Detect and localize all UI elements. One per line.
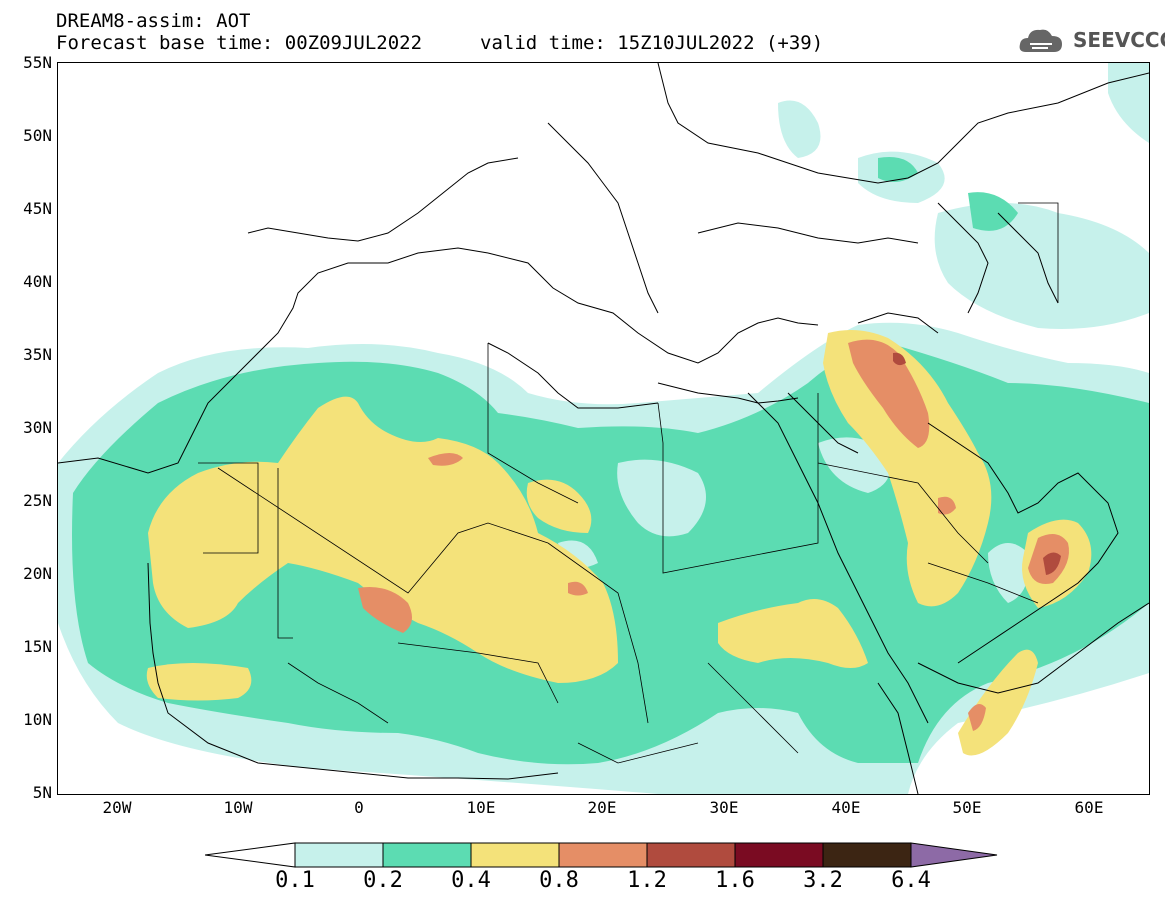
colorbar-label: 1.6 xyxy=(715,868,755,893)
lon-label: 30E xyxy=(709,798,739,817)
lat-label: 45N xyxy=(23,199,52,218)
lat-label: 15N xyxy=(23,637,52,656)
aot-level-1.2 xyxy=(893,352,1061,575)
lon-label: 40E xyxy=(831,798,861,817)
colorbar-swatch xyxy=(822,842,912,868)
colorbar-swatch xyxy=(470,842,560,868)
colorbar-label: 3.2 xyxy=(803,868,843,893)
colorbar-label: 0.2 xyxy=(363,868,403,893)
aot-level-0.4 xyxy=(146,329,1092,756)
lon-label: 60E xyxy=(1074,798,1104,817)
lon-label: 0 xyxy=(354,798,364,817)
forecast-base-time: Forecast base time: 00Z09JUL2022 xyxy=(56,32,423,54)
lat-label: 50N xyxy=(23,126,52,145)
seevccc-cloud-logo-icon xyxy=(1019,29,1062,52)
colorbar-high-arrow xyxy=(910,842,998,868)
lat-label: 55N xyxy=(23,53,52,72)
lat-label: 30N xyxy=(23,418,52,437)
coastlines xyxy=(58,63,1149,794)
logo-text: SEEVCCC xyxy=(1073,28,1165,52)
valid-time: valid time: 15Z10JUL2022 (+39) xyxy=(480,32,824,54)
colorbar-swatch xyxy=(646,842,736,868)
colorbar-label: 0.1 xyxy=(275,868,315,893)
lat-label: 35N xyxy=(23,345,52,364)
country-borders xyxy=(198,202,1059,764)
map-panel xyxy=(57,62,1150,795)
lon-label: 10E xyxy=(466,798,496,817)
lat-label: 25N xyxy=(23,491,52,510)
map-title: DREAM8-assim: AOT xyxy=(56,10,251,32)
colorbar-label: 0.8 xyxy=(539,868,579,893)
colorbar-label: 1.2 xyxy=(627,868,667,893)
lon-label: 50E xyxy=(952,798,982,817)
lon-label: 20E xyxy=(587,798,617,817)
aot-level-0.8 xyxy=(358,339,1069,731)
colorbar-swatch xyxy=(382,842,472,868)
lat-label: 10N xyxy=(23,710,52,729)
colorbar-swatch xyxy=(734,842,824,868)
colorbar-low-arrow xyxy=(205,842,296,868)
colorbar-swatch xyxy=(558,842,648,868)
colorbar-swatch xyxy=(294,842,384,868)
lat-label: 40N xyxy=(23,272,52,291)
lon-label: 10W xyxy=(223,798,253,817)
colorbar-label: 6.4 xyxy=(891,868,931,893)
lon-label: 20W xyxy=(102,798,132,817)
lat-label: 20N xyxy=(23,564,52,583)
aot-map xyxy=(58,63,1149,794)
colorbar-label: 0.4 xyxy=(451,868,491,893)
colorbar xyxy=(205,842,998,868)
lat-label: 5N xyxy=(32,783,52,802)
